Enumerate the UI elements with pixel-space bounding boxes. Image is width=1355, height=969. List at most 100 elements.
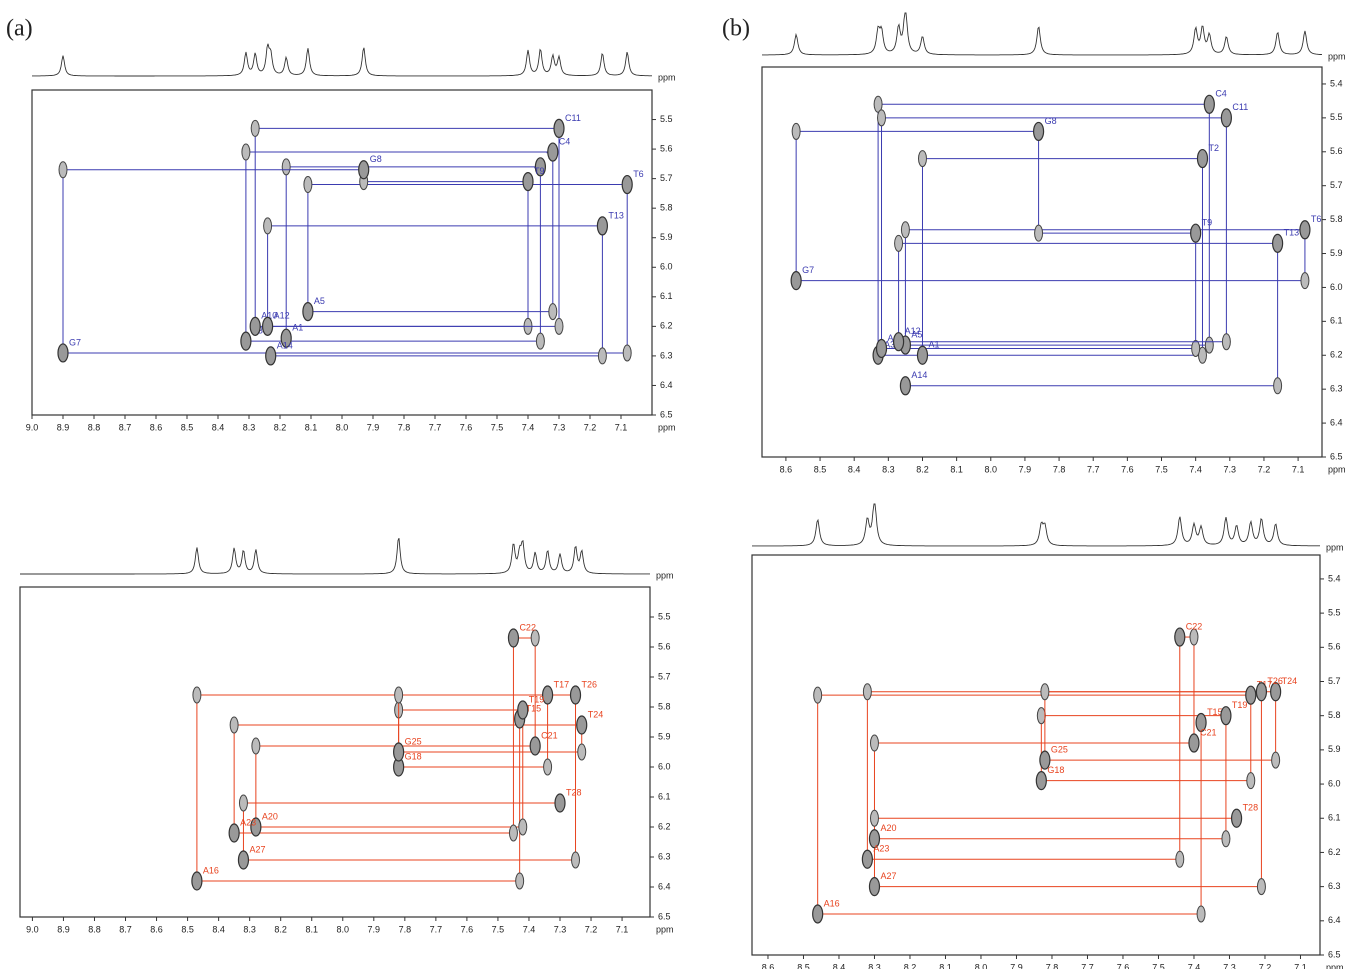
cross-peak bbox=[917, 150, 927, 168]
peak-label: A23 bbox=[873, 844, 889, 854]
peak bbox=[868, 829, 881, 849]
x-tick-label: 7.9 bbox=[368, 924, 381, 934]
x-tick-label: 7.6 bbox=[1117, 962, 1130, 969]
peak bbox=[916, 345, 929, 365]
x-tick-label: 7.8 bbox=[399, 924, 412, 934]
peak-label: A14 bbox=[277, 340, 293, 350]
y-tick-label: 6.3 bbox=[660, 350, 673, 360]
y-tick-label: 6.5 bbox=[660, 409, 673, 419]
peak bbox=[250, 817, 262, 837]
peak bbox=[1255, 682, 1268, 702]
cross-peak bbox=[1040, 683, 1050, 701]
peak-label: T6 bbox=[633, 169, 644, 179]
y-tick-label: 6.0 bbox=[658, 761, 671, 771]
y-tick-label: 6.3 bbox=[1328, 881, 1341, 891]
y-tick-label: 5.5 bbox=[660, 114, 673, 124]
cross-peak bbox=[515, 872, 525, 890]
peak-label: A12 bbox=[905, 326, 921, 336]
peak-label: A5 bbox=[911, 329, 922, 339]
x-tick-label: 8.0 bbox=[337, 924, 350, 934]
y-tick-label: 6.1 bbox=[1328, 813, 1341, 823]
x-tick-label: 8.3 bbox=[882, 464, 895, 474]
peak bbox=[1195, 712, 1207, 733]
peak-label: C22 bbox=[1186, 621, 1203, 631]
y-tick-label: 6.0 bbox=[1330, 282, 1343, 292]
peak bbox=[507, 628, 520, 648]
peak bbox=[57, 343, 69, 363]
x-tick-label: 8.4 bbox=[212, 924, 225, 934]
peak-label: T28 bbox=[566, 787, 582, 797]
peak-label: A16 bbox=[824, 898, 840, 908]
y-tick-label: 6.5 bbox=[658, 911, 671, 921]
x-tick-label: 7.9 bbox=[1019, 464, 1032, 474]
trace bbox=[32, 43, 652, 77]
cross-peak bbox=[1221, 830, 1231, 848]
cross-peak bbox=[250, 119, 260, 137]
peak bbox=[1299, 220, 1311, 240]
y-tick-label: 6.2 bbox=[1328, 847, 1341, 857]
peak bbox=[596, 216, 609, 236]
x-tick-label: 8.1 bbox=[305, 422, 318, 432]
cross-peak bbox=[1246, 772, 1256, 790]
cross-peak bbox=[1221, 333, 1231, 351]
x-tick-label: 8.3 bbox=[243, 924, 256, 934]
x-tick-label: 8.4 bbox=[212, 422, 225, 432]
x-tick-label: 9.0 bbox=[26, 924, 39, 934]
x-tick-label: 8.7 bbox=[119, 924, 132, 934]
peak bbox=[529, 736, 541, 756]
x-tick-label: 7.4 bbox=[1188, 962, 1201, 969]
peak bbox=[892, 332, 905, 352]
peak-label: A5 bbox=[314, 296, 325, 306]
peak-label: A27 bbox=[880, 871, 896, 881]
y-tick-label: 6.4 bbox=[658, 881, 671, 891]
peak bbox=[576, 715, 588, 735]
x-tick-label: 8.6 bbox=[150, 422, 163, 432]
peak-label: T28 bbox=[1243, 803, 1259, 813]
x-tick-label: 8.6 bbox=[150, 924, 163, 934]
y-tick-label: 6.2 bbox=[658, 821, 671, 831]
panel: (b) ppm 8.6 8.5 8.4 8.3 8.2 8.1 8.0 7.9 7.8 7.7 7.6 7… bbox=[722, 12, 1346, 474]
peak bbox=[1220, 108, 1232, 128]
x-tick-label: 8.6 bbox=[780, 464, 793, 474]
plot-frame bbox=[19, 586, 651, 918]
cross-peak bbox=[1191, 339, 1201, 357]
x-tick-label: 7.7 bbox=[1081, 962, 1094, 969]
cross-peak bbox=[508, 824, 518, 842]
x-tick-label: 8.0 bbox=[975, 962, 988, 969]
cross-peak bbox=[543, 758, 553, 776]
trace bbox=[762, 12, 1323, 56]
peak bbox=[237, 850, 250, 870]
peak bbox=[1190, 223, 1202, 243]
peak bbox=[1039, 750, 1051, 770]
x-tick-label: 7.6 bbox=[1121, 464, 1134, 474]
cross-peak bbox=[1197, 346, 1207, 364]
y-tick-label: 5.7 bbox=[658, 671, 671, 681]
peak-label: A1 bbox=[292, 323, 303, 333]
cross-peak bbox=[791, 122, 801, 140]
peak-label: T24 bbox=[1282, 676, 1298, 686]
peak bbox=[541, 685, 554, 705]
x-tick-label: 8.6 bbox=[762, 962, 775, 969]
peak-label: T9 bbox=[534, 166, 545, 176]
peak bbox=[1245, 685, 1257, 705]
y-tick-label: 5.6 bbox=[1330, 146, 1343, 156]
peak bbox=[875, 338, 888, 359]
x-tick-label: 8.5 bbox=[181, 422, 194, 432]
y-tick-label: 6.2 bbox=[660, 321, 673, 331]
peak bbox=[868, 877, 881, 897]
x-tick-label: 8.1 bbox=[950, 464, 963, 474]
peak bbox=[1174, 627, 1186, 647]
y-tick-label: 6.1 bbox=[658, 791, 671, 801]
x-tick-label: 8.8 bbox=[88, 924, 101, 934]
peak-label: T9 bbox=[1202, 218, 1213, 228]
cross-peak bbox=[894, 234, 904, 252]
peak-label: G8 bbox=[370, 154, 382, 164]
peak bbox=[1196, 148, 1209, 169]
x-tick-label: 7.5 bbox=[492, 924, 505, 934]
panel-label: (b) bbox=[722, 16, 750, 42]
peak bbox=[812, 904, 824, 924]
x-tick-label: 7.8 bbox=[398, 422, 411, 432]
cross-peak bbox=[535, 332, 545, 350]
x-tick-label: 7.5 bbox=[1155, 464, 1168, 474]
